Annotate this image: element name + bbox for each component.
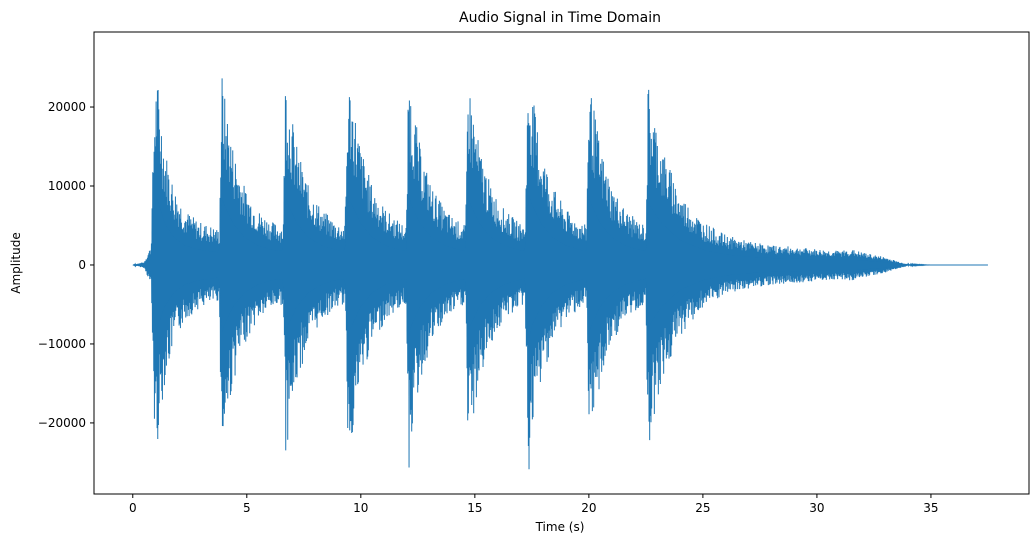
signal-body <box>132 196 988 338</box>
x-axis-label: Time (s) <box>535 520 585 534</box>
y-tick-label: −10000 <box>38 337 86 351</box>
x-tick-label: 20 <box>581 501 596 515</box>
x-axis-ticks: 0 5 10 15 20 25 30 35 <box>129 494 939 515</box>
x-tick-label: 15 <box>467 501 482 515</box>
y-axis-ticks: −20000 −10000 0 10000 20000 <box>38 100 94 430</box>
plot-area <box>132 78 988 470</box>
x-tick-label: 30 <box>809 501 824 515</box>
y-tick-label: −20000 <box>38 416 86 430</box>
y-tick-label: 10000 <box>48 179 86 193</box>
x-tick-label: 0 <box>129 501 137 515</box>
y-axis-label: Amplitude <box>9 232 23 294</box>
y-tick-label: 20000 <box>48 100 86 114</box>
chart-title: Audio Signal in Time Domain <box>459 10 661 26</box>
x-tick-label: 35 <box>923 501 938 515</box>
x-tick-label: 10 <box>353 501 368 515</box>
plot-frame <box>93 31 1030 495</box>
y-tick-label: 0 <box>78 258 86 272</box>
signal-layer <box>132 78 988 470</box>
x-tick-label: 25 <box>695 501 710 515</box>
x-tick-label: 5 <box>243 501 251 515</box>
